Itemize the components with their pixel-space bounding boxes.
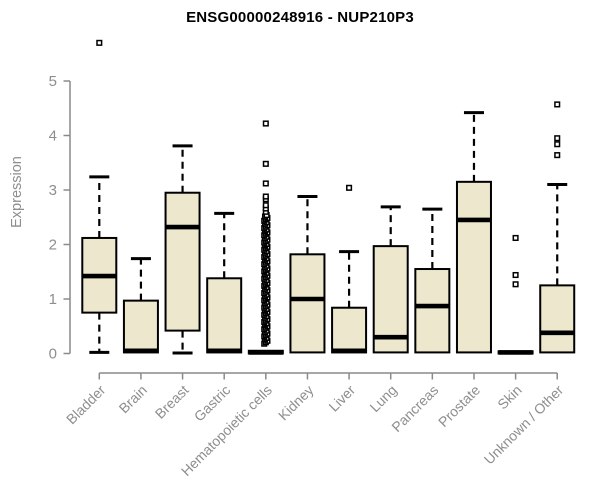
x-tick-label-brain: Brain [116, 382, 150, 416]
x-tick-label-skin: Skin [494, 382, 525, 413]
x-tick-label-kidney: Kidney [275, 382, 317, 424]
x-tick-label-bladder: Bladder [63, 382, 109, 428]
outlier-hematopoietic-cells [262, 160, 269, 167]
outlier-unknown-other [554, 101, 561, 108]
box-liver [331, 306, 368, 354]
box-pancreas [414, 268, 451, 354]
y-axis-tick-label: 4 [49, 128, 57, 145]
outlier-skin [512, 271, 519, 279]
y-axis-tick-label: 2 [49, 237, 57, 254]
box-unknown-other [539, 284, 576, 354]
outlier-unknown-other [554, 152, 561, 159]
x-tick-label-lung: Lung [366, 382, 399, 415]
box-lung [372, 245, 409, 354]
outlier-unknown-other [554, 135, 561, 142]
y-axis-tick-label: 0 [49, 346, 57, 363]
box-gastric [206, 277, 243, 354]
outlier-bladder [96, 39, 103, 46]
outlier-hematopoietic-cells [262, 202, 269, 209]
x-tick-label-prostate: Prostate [435, 382, 483, 430]
box-kidney [289, 253, 326, 354]
outlier-unknown-other [554, 141, 561, 148]
outlier-skin [512, 234, 519, 242]
outlier-liver [346, 184, 353, 191]
y-axis-tick-label: 3 [49, 182, 57, 199]
y-axis-tick-label: 1 [49, 291, 57, 308]
box-brain [122, 299, 159, 354]
x-tick-label-liver: Liver [325, 382, 358, 415]
outlier-hematopoietic-cells [262, 180, 269, 187]
box-breast [164, 191, 201, 332]
box-prostate [455, 180, 492, 354]
outlier-skin [512, 281, 519, 288]
y-axis-tick-label: 5 [49, 73, 57, 90]
x-tick-label-breast: Breast [152, 382, 192, 422]
x-tick-label-unknown-other: Unknown / Other [481, 382, 567, 468]
outlier-hematopoietic-cells [262, 120, 269, 127]
outlier-hematopoietic-cells [262, 193, 269, 200]
chart-title: ENSG00000248916 - NUP210P3 [186, 9, 414, 26]
